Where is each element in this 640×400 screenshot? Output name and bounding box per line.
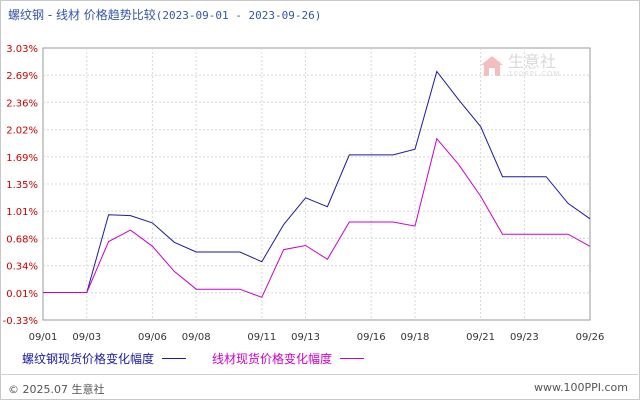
watermark-brand: 生意社 [508,52,557,71]
y-tick-label: 2.02% [6,126,38,137]
x-tick-label: 09/11 [247,332,276,343]
legend-label-rebar: 螺纹钢现货价格变化幅度 [22,352,155,366]
series-line-wire [43,137,591,298]
y-tick-label: 0.01% [6,289,38,300]
legend-swatch-rebar [162,358,187,359]
watermark: 生意社 100PPI.COM [480,54,561,78]
y-tick-label: -0.33% [3,316,38,327]
line-chart: 3.03% 2.69% 2.36% 2.02% 1.69% 1.35% 1.01% 0.68%… [3,44,605,343]
y-tick-label: 1.01% [6,207,38,218]
x-tick-label: 09/03 [72,332,101,343]
footer-copyright: © 2025.07 生意社 [8,383,105,396]
chart-title-range: (2023-09-01 - 2023-09-26) [155,9,322,22]
x-tick-label: 09/26 [576,332,605,343]
x-tick-label: 09/13 [291,332,320,343]
chart-title-main: 螺纹钢 - 线材 价格趋势比较 [8,8,156,22]
x-tick-label: 09/21 [466,332,495,343]
house-logo-icon [481,56,503,76]
chart-title: 螺纹钢 - 线材 价格趋势比较(2023-09-01 - 2023-09-26) [8,6,321,23]
series-line-rebar [43,70,591,293]
y-tick-label: 2.36% [6,98,38,109]
y-tick-label: 0.68% [6,234,38,245]
x-tick-label: 09/06 [138,332,167,343]
y-tick-label: 1.69% [6,153,38,164]
legend: 螺纹钢现货价格变化幅度 线材现货价格变化幅度 [22,350,390,367]
x-tick-label: 09/23 [510,332,539,343]
x-tick-label: 09/16 [357,332,386,343]
y-tick-label: 0.34% [6,262,38,273]
legend-label-wire: 线材现货价格变化幅度 [212,352,333,366]
y-tick-label: 1.35% [6,180,38,191]
y-tick-label: 2.69% [6,71,38,82]
footer: © 2025.07 生意社 www.100PPI.com [0,374,638,399]
x-tick-label: 09/01 [29,332,58,343]
x-tick-label: 09/08 [182,332,211,343]
x-tick-label: 09/18 [401,332,430,343]
footer-site-link[interactable]: www.100PPI.com [534,381,628,394]
watermark-sub: 100PPI.COM [508,70,561,78]
y-tick-label: 3.03% [6,44,38,55]
legend-swatch-wire [340,358,365,359]
